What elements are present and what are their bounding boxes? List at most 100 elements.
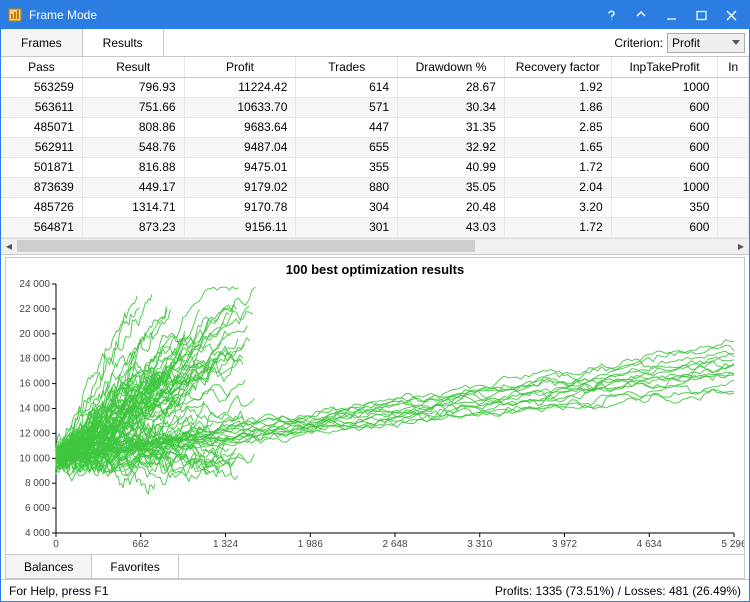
tab-balances-label: Balances	[24, 560, 73, 574]
table-cell: 40.99	[398, 157, 505, 177]
table-cell: 31.35	[398, 117, 505, 137]
table-cell: 304	[296, 197, 398, 217]
svg-text:16 000: 16 000	[19, 378, 50, 389]
table-cell: 485726	[1, 197, 82, 217]
table-cell: 1.65	[504, 137, 611, 157]
table-cell: 9156.11	[184, 217, 296, 237]
titlebar-buttons	[599, 5, 743, 25]
svg-text:10 000: 10 000	[19, 453, 50, 464]
chart-title: 100 best optimization results	[6, 258, 744, 277]
table-cell: 1.92	[504, 77, 611, 97]
table-cell: 600	[611, 217, 718, 237]
svg-text:1 324: 1 324	[213, 539, 238, 550]
table-row[interactable]: 564871873.239156.1130143.031.72600	[1, 217, 749, 237]
app-icon	[7, 7, 23, 23]
results-table: PassResultProfitTradesDrawdown %Recovery…	[1, 57, 749, 238]
column-header[interactable]: Result	[82, 57, 184, 77]
svg-text:3 972: 3 972	[552, 539, 577, 550]
table-cell: 20.48	[398, 197, 505, 217]
table-cell: 873.23	[82, 217, 184, 237]
table-cell: 9475.01	[184, 157, 296, 177]
svg-text:14 000: 14 000	[19, 403, 50, 414]
table-cell: 600	[611, 97, 718, 117]
svg-text:18 000: 18 000	[19, 353, 50, 364]
tab-frames-label: Frames	[21, 36, 62, 50]
chart-box: 100 best optimization results 4 0006 000…	[5, 257, 745, 556]
chevron-down-icon	[732, 40, 740, 45]
table-cell: 880	[296, 177, 398, 197]
help-button[interactable]	[599, 5, 623, 25]
column-header[interactable]: In	[718, 57, 749, 77]
table-cell: 600	[611, 117, 718, 137]
table-cell: 350	[611, 197, 718, 217]
table-cell: 9683.64	[184, 117, 296, 137]
table-cell: 32.92	[398, 137, 505, 157]
table-cell: 563259	[1, 77, 82, 97]
table-cell: 9179.02	[184, 177, 296, 197]
table-row[interactable]: 562911548.769487.0465532.921.65600	[1, 137, 749, 157]
svg-text:20 000: 20 000	[19, 328, 50, 339]
table-cell: 2.04	[504, 177, 611, 197]
svg-text:24 000: 24 000	[19, 279, 50, 290]
scroll-track[interactable]	[17, 239, 733, 253]
table-cell: 43.03	[398, 217, 505, 237]
criterion-select[interactable]: Profit	[667, 33, 745, 53]
table-cell	[718, 217, 749, 237]
scroll-right-arrow[interactable]: ▸	[733, 239, 749, 253]
maximize-button[interactable]	[689, 5, 713, 25]
table-cell: 9170.78	[184, 197, 296, 217]
table-cell: 30.34	[398, 97, 505, 117]
table-cell: 1314.71	[82, 197, 184, 217]
table-cell: 355	[296, 157, 398, 177]
table-row[interactable]: 563259796.9311224.4261428.671.921000	[1, 77, 749, 97]
tab-balances[interactable]: Balances	[6, 555, 92, 578]
table-cell: 614	[296, 77, 398, 97]
svg-text:6 000: 6 000	[25, 503, 50, 514]
table-cell: 600	[611, 137, 718, 157]
table-cell: 562911	[1, 137, 82, 157]
svg-text:3 310: 3 310	[467, 539, 492, 550]
tab-results[interactable]: Results	[83, 29, 164, 56]
column-header[interactable]: Recovery factor	[504, 57, 611, 77]
tab-favorites[interactable]: Favorites	[92, 555, 178, 578]
tab-frames[interactable]: Frames	[1, 29, 83, 56]
scroll-thumb[interactable]	[17, 240, 475, 252]
table-row[interactable]: 4857261314.719170.7830420.483.20350	[1, 197, 749, 217]
window-title: Frame Mode	[29, 8, 599, 22]
scroll-left-arrow[interactable]: ◂	[1, 239, 17, 253]
column-header[interactable]: Drawdown %	[398, 57, 505, 77]
svg-text:2 648: 2 648	[382, 539, 407, 550]
table-cell: 1000	[611, 77, 718, 97]
top-tabbar: Frames Results Criterion: Profit	[1, 29, 749, 57]
table-cell: 10633.70	[184, 97, 296, 117]
table-cell: 548.76	[82, 137, 184, 157]
table-row[interactable]: 501871816.889475.0135540.991.72600	[1, 157, 749, 177]
table-cell: 1.72	[504, 217, 611, 237]
table-cell	[718, 197, 749, 217]
column-header[interactable]: InpTakeProfit	[611, 57, 718, 77]
table-cell	[718, 137, 749, 157]
status-left: For Help, press F1	[9, 584, 108, 598]
table-cell: 28.67	[398, 77, 505, 97]
table-cell: 873639	[1, 177, 82, 197]
column-header[interactable]: Profit	[184, 57, 296, 77]
table-row[interactable]: 485071808.869683.6444731.352.85600	[1, 117, 749, 137]
table-cell: 501871	[1, 157, 82, 177]
minimize-button[interactable]	[659, 5, 683, 25]
table-cell	[718, 97, 749, 117]
table-row[interactable]: 563611751.6610633.7057130.341.86600	[1, 97, 749, 117]
svg-text:12 000: 12 000	[19, 428, 50, 439]
table-row[interactable]: 873639449.179179.0288035.052.041000	[1, 177, 749, 197]
table-cell: 1.86	[504, 97, 611, 117]
tab-results-label: Results	[103, 36, 143, 50]
table-cell: 447	[296, 117, 398, 137]
table-cell: 808.86	[82, 117, 184, 137]
close-button[interactable]	[719, 5, 743, 25]
caret-button[interactable]	[629, 5, 653, 25]
table-cell: 449.17	[82, 177, 184, 197]
table-cell	[718, 177, 749, 197]
column-header[interactable]: Pass	[1, 57, 82, 77]
table-cell: 751.66	[82, 97, 184, 117]
horizontal-scrollbar[interactable]: ◂ ▸	[1, 238, 749, 254]
column-header[interactable]: Trades	[296, 57, 398, 77]
